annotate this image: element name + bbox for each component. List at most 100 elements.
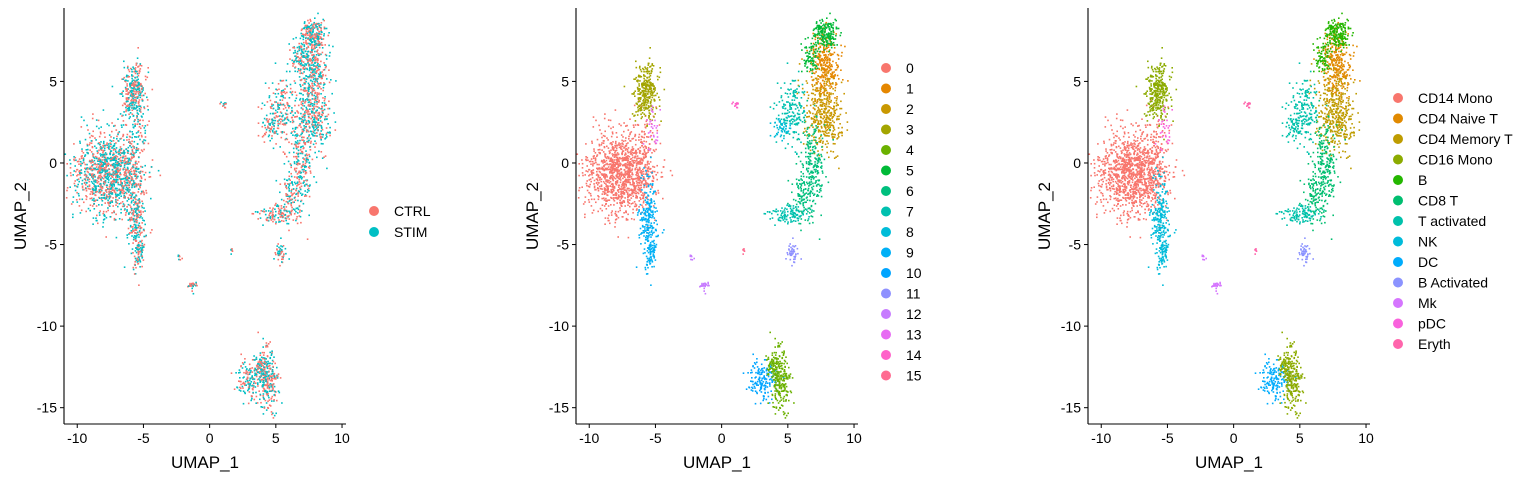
data-point [598, 144, 601, 147]
data-point [612, 197, 615, 199]
data-point [281, 245, 284, 248]
data-point [324, 27, 326, 30]
data-point [131, 75, 133, 77]
data-point [635, 205, 637, 208]
data-point [124, 155, 127, 157]
data-point [134, 81, 136, 84]
data-point [141, 170, 144, 173]
data-point [101, 177, 104, 179]
data-point [279, 146, 281, 148]
data-point [131, 184, 134, 187]
data-point [117, 151, 119, 153]
data-point [136, 246, 138, 249]
data-point [264, 399, 267, 402]
data-point [91, 193, 94, 195]
data-point [605, 192, 607, 195]
data-point [307, 101, 310, 104]
data-point [134, 99, 137, 102]
data-point [118, 194, 120, 197]
data-point [627, 142, 629, 144]
data-point [132, 114, 135, 117]
data-point [599, 171, 602, 174]
data-point [626, 148, 629, 151]
data-point [294, 70, 296, 73]
data-point [299, 175, 301, 177]
data-point [614, 221, 617, 224]
data-point [261, 406, 264, 408]
data-point [299, 192, 302, 195]
data-point [628, 187, 630, 190]
data-point [586, 189, 589, 192]
data-point [281, 213, 283, 215]
data-point [624, 156, 626, 159]
data-point [276, 127, 279, 129]
data-point [141, 88, 143, 91]
data-point [275, 101, 277, 103]
data-point [222, 105, 224, 107]
data-point [278, 104, 280, 106]
data-point [126, 236, 129, 239]
data-point [314, 56, 317, 58]
data-point [101, 161, 104, 163]
data-point [621, 202, 624, 205]
data-point [297, 112, 300, 114]
data-point [139, 240, 141, 243]
data-point [275, 221, 277, 223]
data-point [131, 109, 134, 111]
data-point [282, 89, 285, 91]
data-point [630, 148, 633, 151]
x-tick-label: 10 [334, 430, 350, 446]
data-point [97, 159, 100, 162]
data-point [137, 131, 139, 133]
data-point [614, 212, 616, 215]
data-point [321, 47, 324, 49]
data-point [147, 142, 150, 145]
data-point [284, 123, 287, 126]
data-point [271, 118, 274, 120]
data-point [328, 69, 330, 71]
data-point [303, 147, 305, 149]
data-point [81, 148, 83, 150]
data-point [299, 60, 301, 62]
data-point [308, 39, 311, 41]
data-point [138, 126, 141, 128]
data-point [315, 22, 317, 25]
data-point [131, 248, 134, 250]
data-point [313, 74, 315, 77]
data-point [302, 182, 304, 184]
data-point [288, 141, 290, 144]
data-point [612, 186, 615, 188]
data-point [263, 398, 265, 400]
data-point [314, 120, 316, 122]
data-point [127, 187, 129, 190]
data-point [90, 173, 93, 176]
data-point [100, 197, 103, 199]
data-point [177, 255, 180, 258]
data-point [588, 168, 591, 171]
data-point [595, 119, 597, 122]
data-point [301, 210, 303, 212]
data-point [283, 119, 286, 121]
data-point [634, 162, 636, 164]
data-point [618, 175, 621, 177]
data-point [614, 168, 617, 170]
data-point [264, 82, 267, 84]
data-point [265, 128, 268, 131]
data-point [309, 32, 312, 34]
data-point [316, 50, 318, 53]
data-point [102, 226, 104, 228]
data-point [271, 121, 273, 124]
data-point [308, 58, 311, 61]
data-point [617, 157, 619, 160]
data-point [239, 390, 242, 392]
data-point [138, 244, 140, 246]
data-point [306, 111, 308, 114]
data-point [105, 216, 108, 219]
data-point [127, 203, 130, 206]
data-point [272, 412, 274, 415]
data-point [100, 186, 103, 188]
data-point [117, 161, 119, 163]
data-point [286, 102, 289, 105]
data-point [646, 169, 649, 172]
data-point [312, 118, 315, 121]
